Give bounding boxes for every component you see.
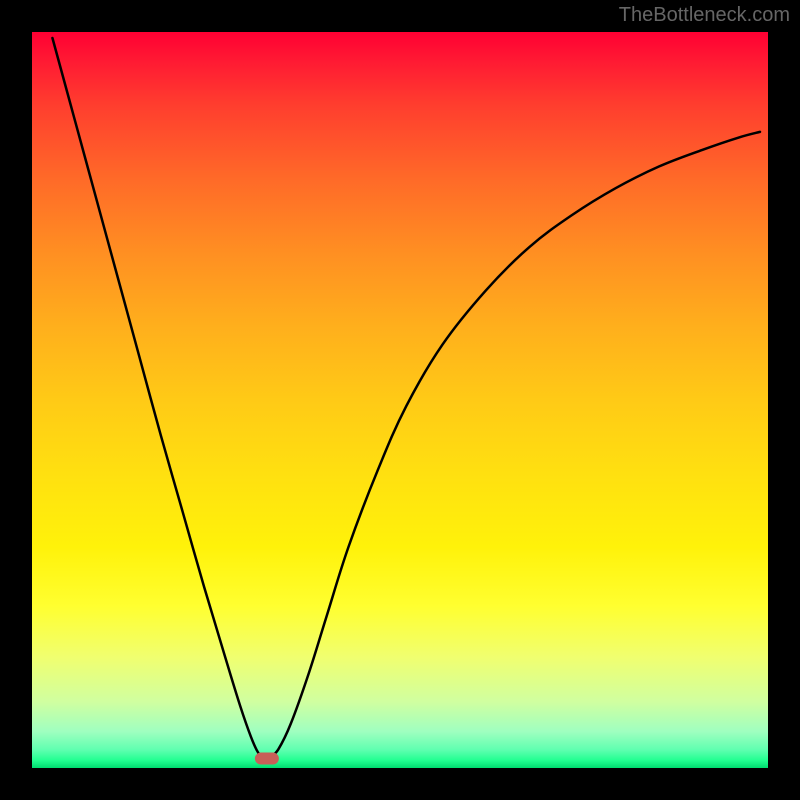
chart-svg [0, 0, 800, 800]
bottleneck-chart: TheBottleneck.com [0, 0, 800, 800]
plot-area-gradient [32, 32, 768, 768]
curve-minimum-marker [255, 753, 279, 765]
watermark-text: TheBottleneck.com [619, 4, 790, 27]
